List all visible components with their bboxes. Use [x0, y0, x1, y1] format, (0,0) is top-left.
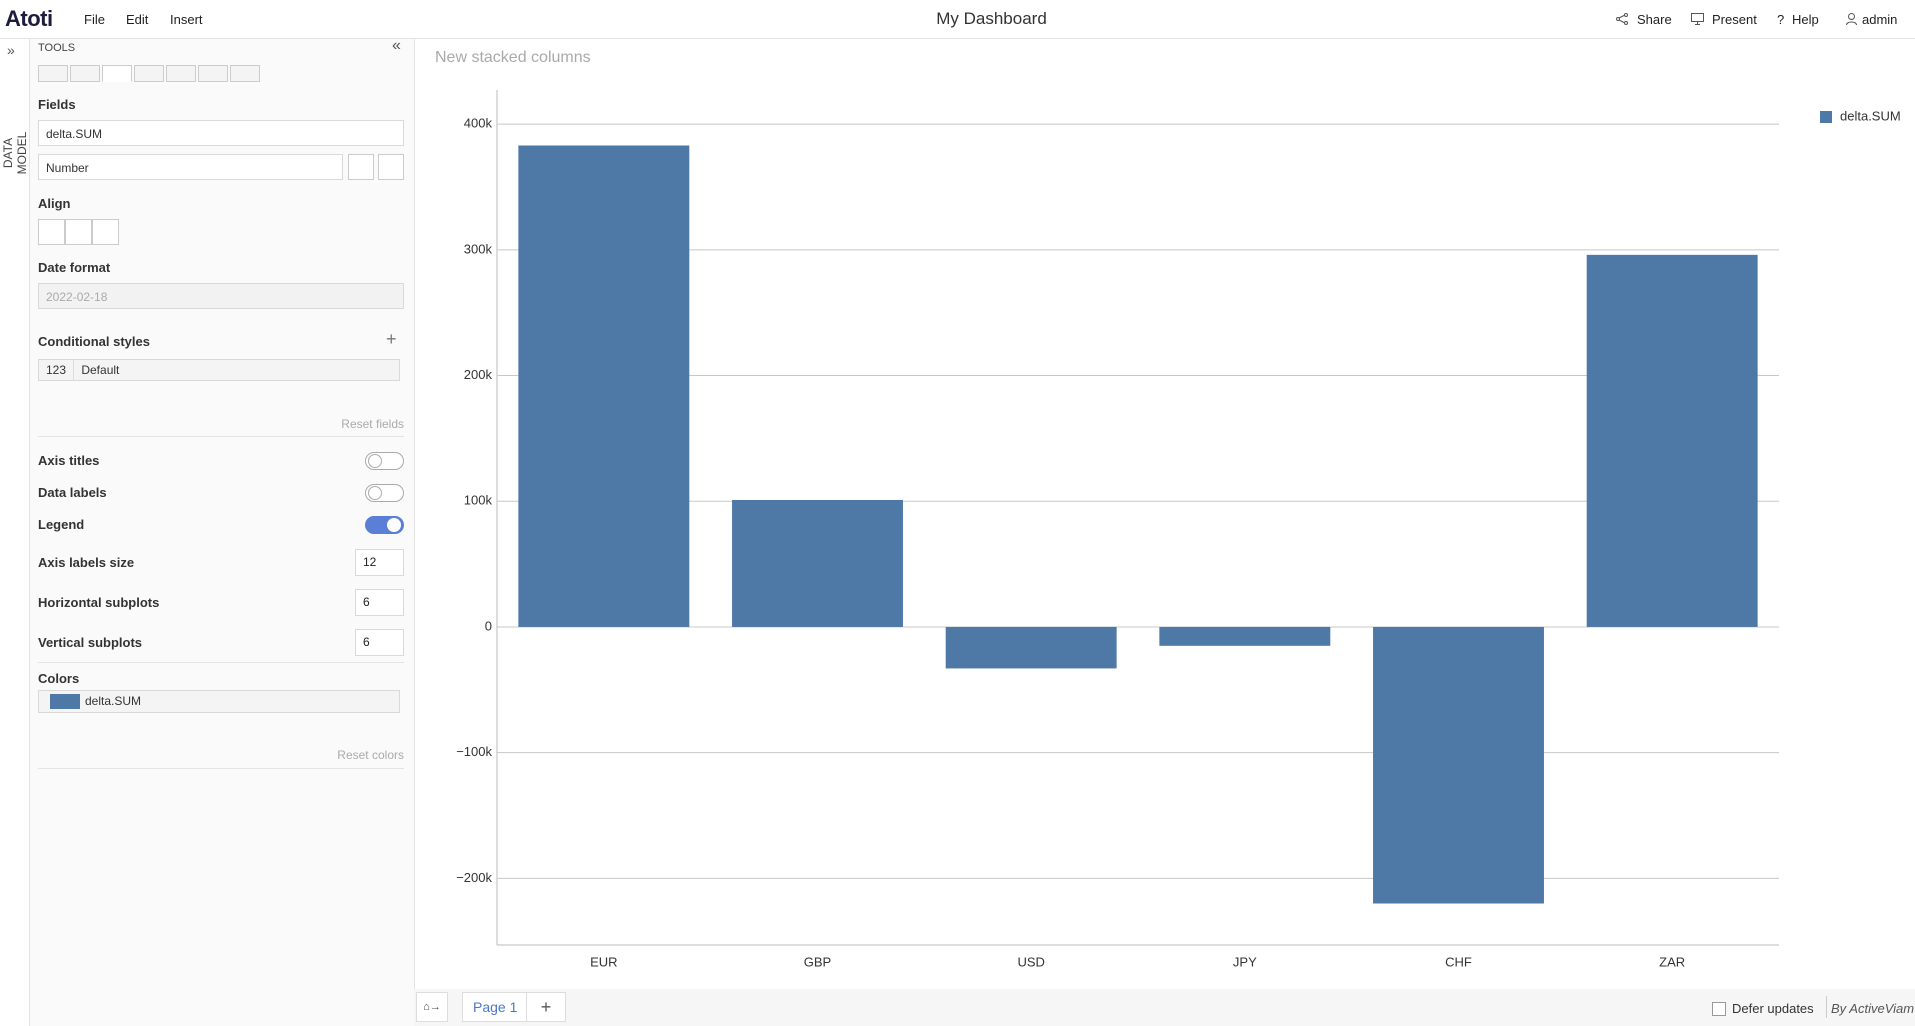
data-model-tab[interactable]: DATA MODEL [1, 131, 29, 175]
x-tick-label: EUR [590, 954, 617, 969]
y-tick-label: 400k [464, 116, 493, 131]
color-entry[interactable]: delta.SUM [38, 690, 400, 713]
colors-label: Colors [38, 671, 80, 686]
tools-title: TOOLS [38, 42, 76, 54]
footer: ⌂→ Page 1 + Defer updates By ActiveViam [414, 989, 1915, 1026]
add-page-button[interactable]: + [526, 992, 566, 1022]
page-tab[interactable]: Page 1 [462, 992, 529, 1022]
align-label: Align [38, 196, 71, 211]
tool-tab[interactable] [70, 65, 100, 82]
help-icon: ? [1777, 12, 1785, 27]
expand-button[interactable]: » [7, 42, 15, 58]
x-tick-label: ZAR [1659, 954, 1685, 969]
x-tick-label: GBP [804, 954, 831, 969]
format-select[interactable]: Number [38, 154, 343, 180]
divider [1826, 996, 1827, 1018]
menu-item[interactable]: Edit [126, 12, 149, 27]
help-button[interactable]: Help [1792, 12, 1819, 27]
date-format-label: Date format [38, 260, 111, 275]
separator [38, 768, 404, 769]
menu-item[interactable]: Insert [170, 12, 203, 27]
fields-label: Fields [38, 97, 76, 112]
toggle-label: Axis titles [38, 453, 100, 468]
tool-tab[interactable] [134, 65, 164, 82]
tool-tab[interactable] [198, 65, 228, 82]
toggle-label: Legend [38, 517, 85, 532]
bar [1373, 626, 1544, 904]
input-label: Axis labels size [38, 555, 135, 570]
defer-checkbox[interactable] [1712, 1002, 1726, 1016]
decimal-button[interactable] [348, 154, 374, 180]
x-tick-label: USD [1017, 954, 1044, 969]
reset-colors[interactable]: Reset colors [337, 748, 404, 762]
present-icon [1691, 13, 1704, 25]
bar [1159, 626, 1331, 646]
add-style-button[interactable]: + [386, 329, 397, 349]
collapse-button[interactable]: « [392, 37, 401, 54]
y-tick-label: −100k [456, 744, 492, 759]
input-label: Horizontal subplots [38, 595, 160, 610]
y-tick-label: −200k [456, 870, 492, 885]
color-entry-name: delta.SUM [85, 694, 142, 708]
align-button[interactable] [92, 219, 119, 245]
field-select[interactable]: delta.SUM [38, 120, 404, 146]
user-button[interactable]: admin [1862, 12, 1898, 27]
side-strip: » DATA MODEL [0, 39, 30, 1026]
bar [732, 499, 903, 627]
color-swatch [50, 694, 80, 709]
align-button[interactable] [65, 219, 92, 245]
tool-tab-active[interactable] [102, 65, 132, 82]
decimal-button[interactable] [378, 154, 404, 180]
legend-swatch [1820, 111, 1832, 123]
toggle-knob [387, 518, 401, 532]
number-input[interactable]: 12 [355, 549, 404, 576]
tool-tab[interactable] [38, 65, 68, 82]
bar [518, 145, 690, 627]
y-tick-label: 100k [464, 493, 493, 508]
conditional-styles-label: Conditional styles [38, 334, 150, 349]
share-button[interactable]: Share [1637, 12, 1672, 27]
reset-fields[interactable]: Reset fields [341, 417, 404, 431]
menu-item[interactable]: File [84, 12, 105, 27]
toggle-switch[interactable] [365, 484, 404, 502]
style-name: Default [81, 363, 120, 377]
toggle-knob [368, 454, 382, 468]
present-button[interactable]: Present [1712, 12, 1757, 27]
conditional-style[interactable]: 123 Default [38, 359, 400, 381]
legend-label: delta.SUM [1840, 108, 1901, 123]
y-tick-label: 300k [464, 241, 493, 256]
separator [38, 662, 404, 663]
style-code: 123 [39, 360, 74, 380]
brand: By ActiveViam [1831, 1001, 1915, 1016]
toggle-knob [368, 486, 382, 500]
tool-tab[interactable] [230, 65, 260, 82]
chart-title: New stacked columns [435, 49, 591, 66]
y-tick-label: 0 [485, 618, 492, 633]
toggle-label: Data labels [38, 485, 107, 500]
tool-tab[interactable] [166, 65, 196, 82]
input-label: Vertical subplots [38, 635, 143, 650]
align-button[interactable] [38, 219, 65, 245]
defer-label: Defer updates [1732, 1001, 1814, 1016]
x-tick-label: JPY [1233, 954, 1257, 969]
tools-panel: TOOLS « Fields delta.SUM Number Align Da… [30, 37, 415, 1026]
home-button[interactable]: ⌂→ [416, 992, 448, 1022]
y-tick-label: 200k [464, 367, 493, 382]
user-icon [1846, 13, 1857, 25]
chart: New stacked columns −200k −100k 0 100k 200k 3… [435, 49, 1901, 969]
top-bar: Atoti File Edit Insert My Dashboard Shar… [0, 0, 1915, 39]
number-input[interactable]: 6 [355, 629, 404, 656]
date-format-select[interactable]: 2022-02-18 [38, 283, 404, 309]
separator [38, 436, 404, 437]
share-icon [1616, 13, 1628, 25]
toggle-switch[interactable] [365, 452, 404, 470]
dashboard-title[interactable]: My Dashboard [936, 9, 1047, 28]
bar [945, 626, 1117, 669]
toggle-switch[interactable] [365, 516, 404, 534]
bar [1586, 254, 1758, 627]
number-input[interactable]: 6 [355, 589, 404, 616]
logo[interactable]: Atoti [5, 6, 53, 31]
x-tick-label: CHF [1445, 954, 1472, 969]
